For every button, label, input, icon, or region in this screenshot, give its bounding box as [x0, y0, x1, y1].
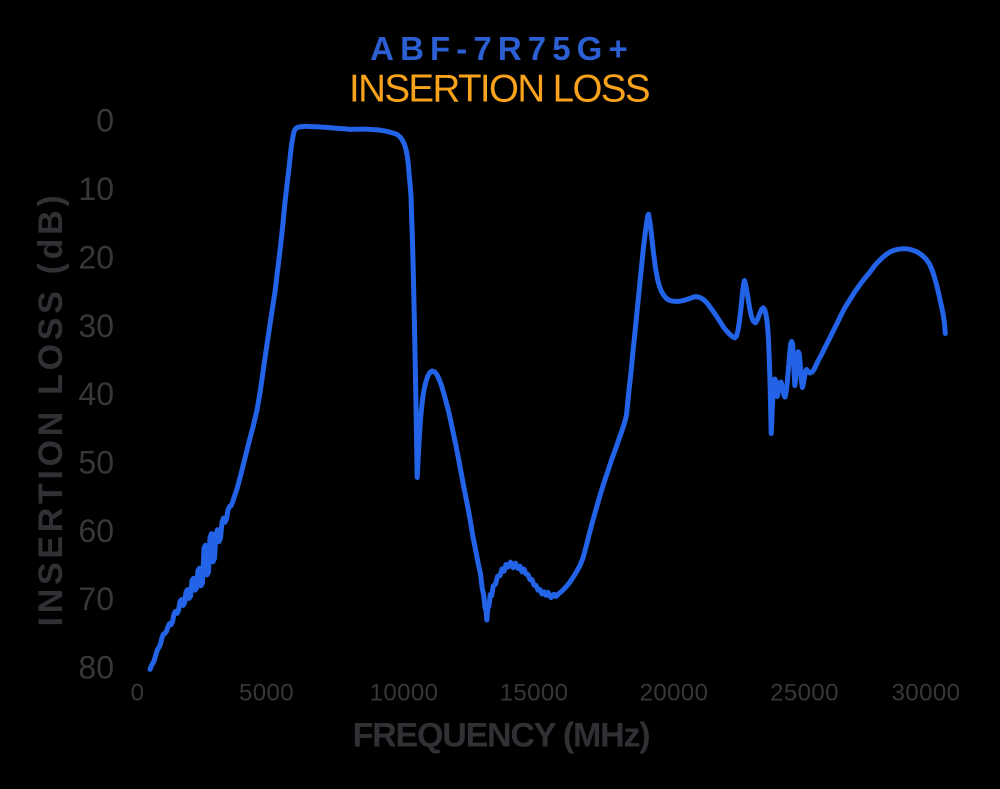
svg-text:25000: 25000	[770, 679, 839, 706]
svg-text:5000: 5000	[239, 679, 294, 706]
svg-text:10000: 10000	[370, 679, 439, 706]
svg-text:20: 20	[78, 239, 114, 275]
svg-text:40: 40	[78, 376, 114, 412]
svg-text:70: 70	[78, 581, 114, 617]
svg-text:INSERTION LOSS (dB): INSERTION LOSS (dB)	[32, 192, 70, 627]
svg-text:80: 80	[78, 650, 114, 686]
svg-text:60: 60	[78, 513, 114, 549]
svg-text:30: 30	[78, 308, 114, 344]
svg-text:0: 0	[131, 679, 145, 706]
svg-text:50: 50	[78, 444, 114, 480]
svg-text:0: 0	[96, 103, 114, 139]
svg-text:10: 10	[78, 171, 114, 207]
svg-text:ABF-7R75G+: ABF-7R75G+	[370, 30, 634, 67]
svg-text:20000: 20000	[640, 679, 709, 706]
svg-text:30000: 30000	[892, 679, 961, 706]
svg-text:FREQUENCY (MHz): FREQUENCY (MHz)	[353, 716, 650, 754]
svg-text:INSERTION LOSS: INSERTION LOSS	[349, 68, 649, 111]
svg-text:15000: 15000	[500, 679, 569, 706]
